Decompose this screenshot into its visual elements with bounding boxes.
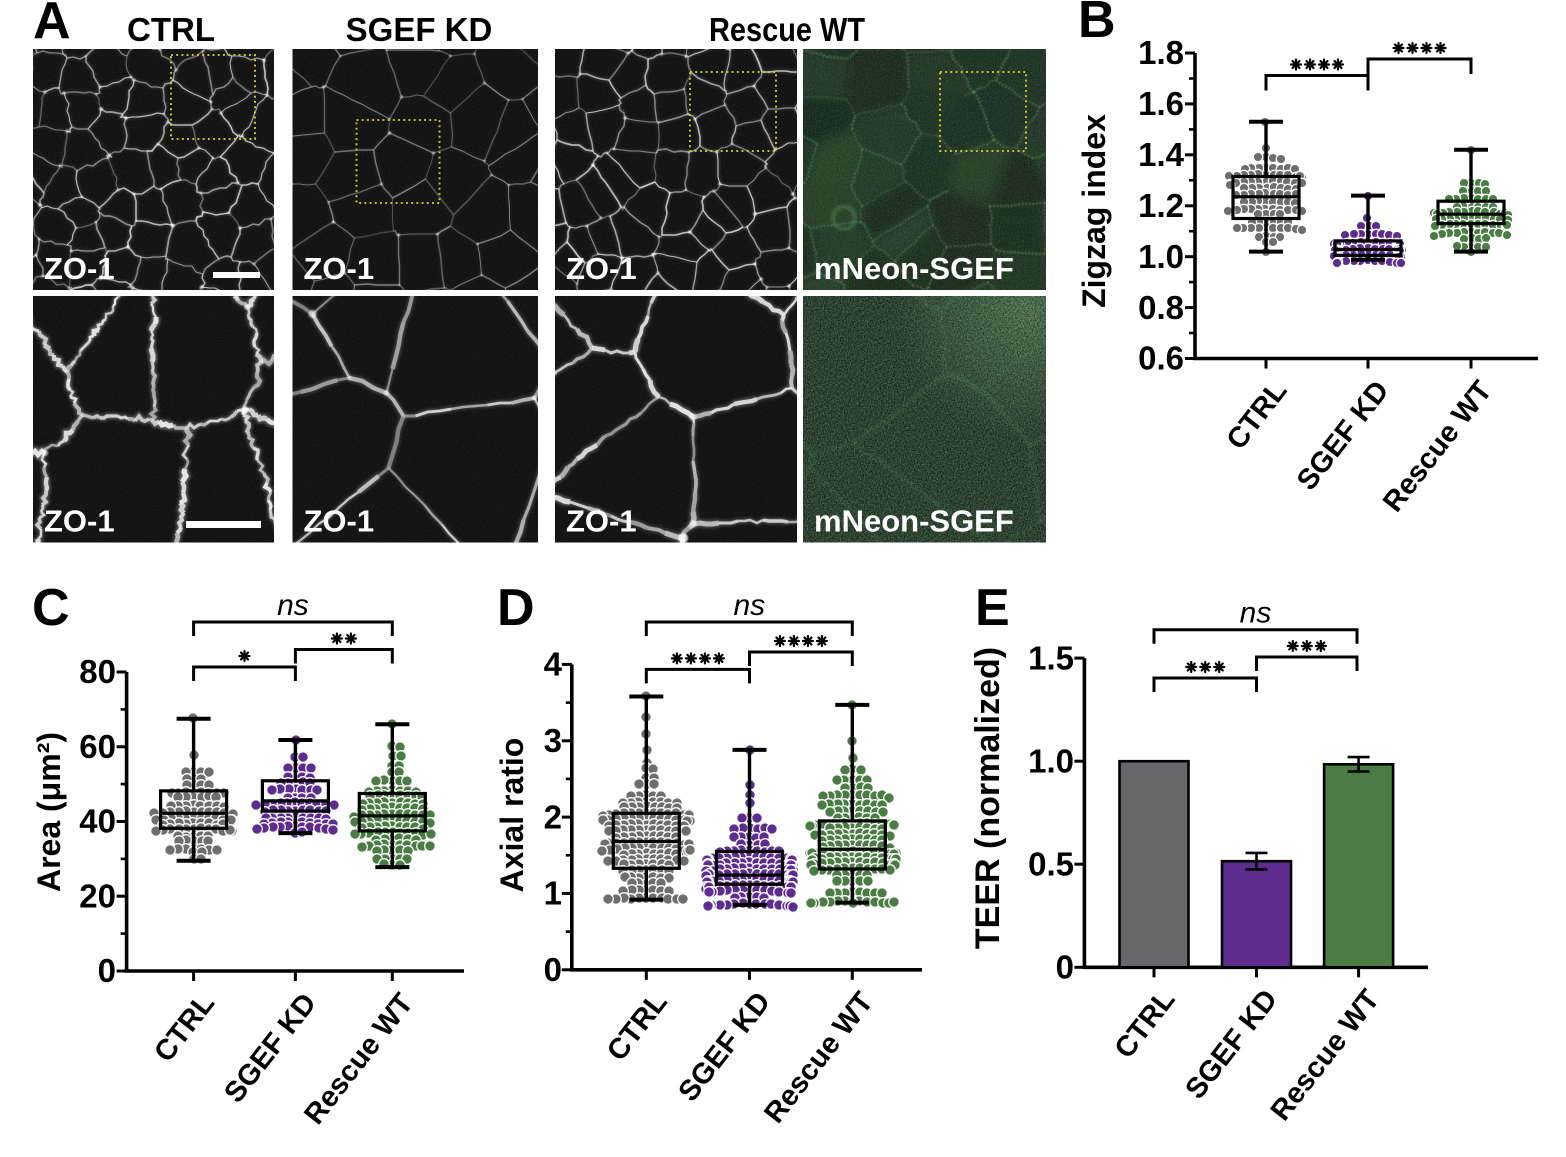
svg-text:0.5: 0.5 (1028, 846, 1074, 883)
svg-text:ns: ns (277, 589, 309, 622)
svg-text:1.6: 1.6 (1138, 85, 1184, 122)
svg-text:TEER (normalized): TEER (normalized) (969, 647, 1007, 949)
svg-text:0.6: 0.6 (1138, 340, 1184, 377)
svg-text:80: 80 (79, 653, 116, 690)
svg-text:0: 0 (1056, 949, 1074, 986)
svg-text:20: 20 (79, 878, 116, 915)
svg-text:1.2: 1.2 (1138, 187, 1184, 224)
svg-text:1: 1 (544, 875, 562, 912)
svg-text:D: D (497, 579, 535, 637)
svg-text:ns: ns (733, 589, 765, 622)
svg-text:0.8: 0.8 (1138, 289, 1184, 326)
svg-text:ns: ns (1240, 597, 1272, 630)
svg-text:4: 4 (544, 646, 563, 683)
svg-text:60: 60 (79, 728, 116, 765)
svg-text:1.0: 1.0 (1028, 742, 1074, 779)
svg-text:A: A (33, 0, 71, 50)
svg-text:ZO-1: ZO-1 (44, 504, 115, 539)
svg-text:0: 0 (98, 952, 116, 989)
svg-text:ZO-1: ZO-1 (44, 251, 115, 286)
svg-text:Rescue WT: Rescue WT (709, 11, 865, 48)
svg-text:3: 3 (544, 722, 562, 759)
svg-text:ZO-1: ZO-1 (304, 251, 375, 286)
svg-text:CTRL: CTRL (127, 11, 215, 48)
svg-text:mNeon-SGEF: mNeon-SGEF (814, 504, 1014, 539)
svg-text:1.0: 1.0 (1138, 238, 1184, 275)
svg-text:ZO-1: ZO-1 (566, 251, 637, 286)
svg-text:1.8: 1.8 (1138, 34, 1184, 71)
svg-text:ZO-1: ZO-1 (566, 504, 637, 539)
svg-text:1.4: 1.4 (1138, 136, 1185, 173)
svg-text:B: B (1078, 0, 1116, 49)
svg-text:C: C (32, 579, 70, 637)
svg-text:Zigzag index: Zigzag index (1076, 114, 1112, 308)
svg-text:ZO-1: ZO-1 (304, 504, 375, 539)
svg-text:SGEF KD: SGEF KD (346, 11, 493, 48)
svg-text:Area (μm²): Area (μm²) (31, 732, 67, 892)
svg-text:0: 0 (544, 951, 562, 988)
svg-text:1.5: 1.5 (1028, 639, 1074, 676)
svg-text:40: 40 (79, 803, 116, 840)
svg-text:mNeon-SGEF: mNeon-SGEF (814, 251, 1014, 286)
svg-text:Axial ratio: Axial ratio (494, 738, 530, 893)
svg-text:E: E (975, 579, 1010, 637)
svg-text:2: 2 (544, 798, 562, 835)
